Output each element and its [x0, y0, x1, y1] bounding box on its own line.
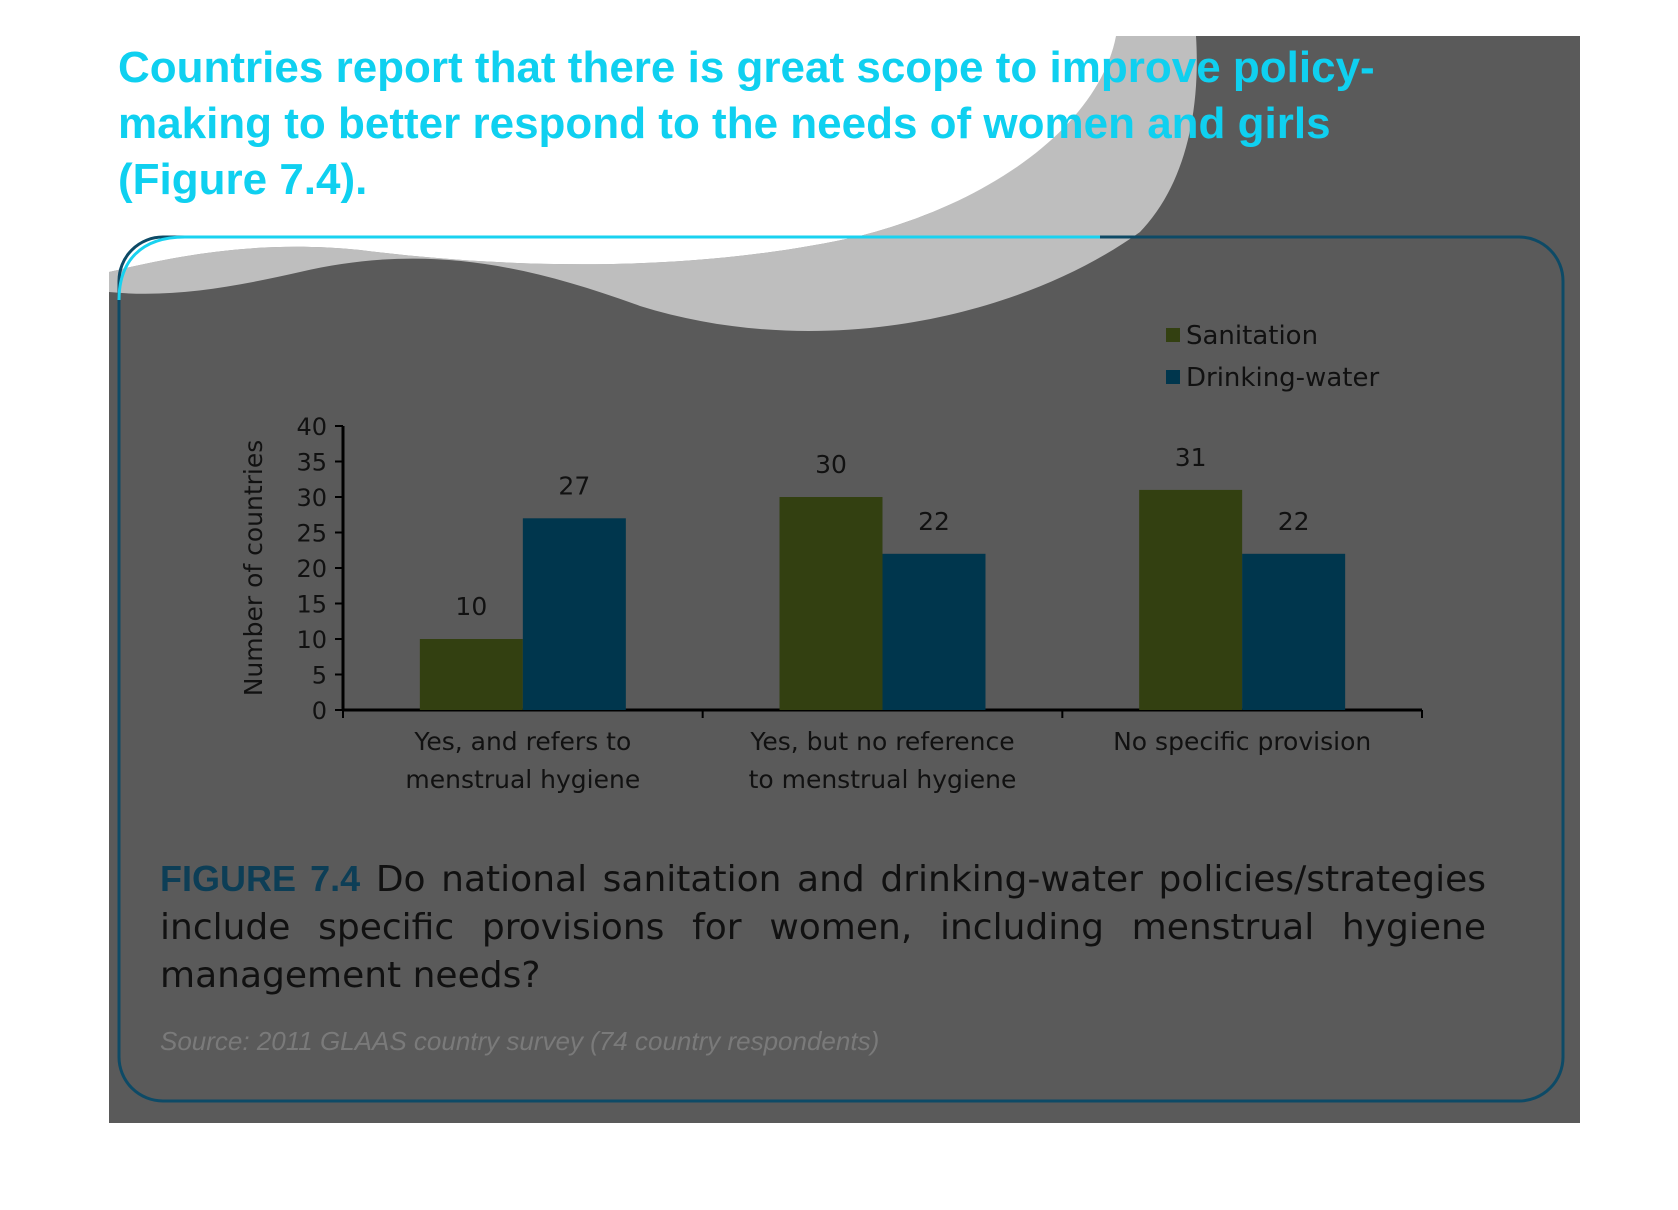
bar-sanitation — [779, 497, 883, 710]
legend-swatch-sanitation — [1166, 328, 1180, 342]
bar-sanitation — [1139, 489, 1243, 710]
x-category-label: Yes, but no reference — [749, 727, 1014, 756]
figure-caption-text: Do national sanitation and drinking-wate… — [160, 859, 1486, 996]
bar-drinking-water — [522, 518, 626, 710]
bar-chart: 0 5 10 15 20 25 30 35 40 Number of countries 10 27 Y… — [239, 321, 1423, 794]
data-label: 30 — [815, 450, 847, 479]
data-label: 27 — [558, 471, 590, 500]
y-tick-label: 15 — [296, 591, 327, 619]
decorative-swoosh-grey — [109, 36, 1197, 331]
x-category-label: No specific provision — [1113, 727, 1371, 756]
legend-swatch-drinking-water — [1166, 370, 1180, 384]
y-tick-label: 30 — [296, 484, 327, 512]
data-label: 31 — [1175, 443, 1207, 472]
source-note: Source: 2011 GLAAS country survey (74 co… — [160, 1026, 880, 1056]
y-axis-label: Number of countries — [239, 440, 268, 697]
legend-label: Sanitation — [1186, 321, 1318, 351]
x-category-label: menstrual hygiene — [405, 765, 640, 794]
legend-label: Drinking-water — [1186, 363, 1379, 393]
bar-drinking-water — [882, 553, 986, 710]
y-tick-label: 25 — [296, 520, 327, 548]
bar-drinking-water — [1242, 553, 1346, 710]
x-category-label: Yes, and refers to — [413, 727, 631, 756]
x-category-label: to menstrual hygiene — [749, 765, 1017, 794]
data-label: 10 — [455, 592, 487, 621]
y-tick-label: 35 — [296, 449, 327, 477]
data-label: 22 — [1278, 507, 1310, 536]
y-tick-label: 10 — [296, 626, 327, 654]
decorative-swoosh-white — [109, 0, 1116, 272]
data-label: 22 — [918, 507, 950, 536]
y-tick-label: 5 — [312, 662, 327, 690]
figure-caption: FIGURE 7.4 Do national sanitation and dr… — [160, 855, 1486, 1000]
y-tick-label: 40 — [296, 413, 327, 441]
bar-sanitation — [419, 639, 523, 710]
headline: Countries report that there is great sco… — [118, 43, 1375, 204]
y-tick-label: 20 — [296, 555, 327, 583]
y-tick-label: 0 — [312, 697, 327, 725]
chart-frame-highlight — [117, 235, 1100, 301]
figure-label: FIGURE 7.4 — [160, 858, 361, 899]
